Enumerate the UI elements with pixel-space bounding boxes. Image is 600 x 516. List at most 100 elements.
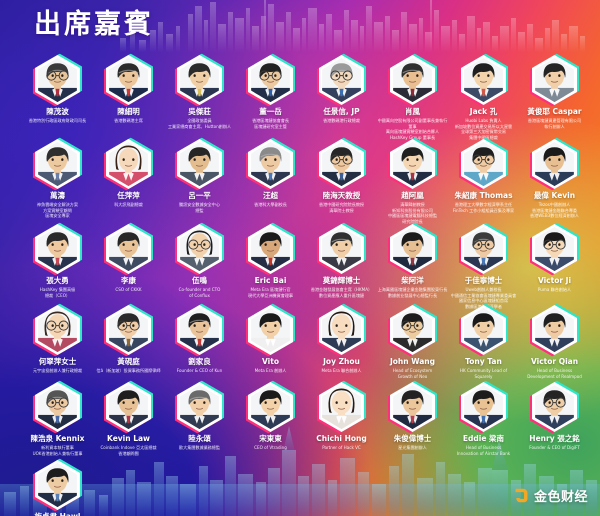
guest-card[interactable]: Victor Ji Puma 聯合創始人	[519, 222, 590, 310]
guest-card[interactable]: 黃俊耶 Caspar 香港區塊鏈資產管理有限公司 執行創辦人	[519, 53, 590, 141]
guest-title: 香港數碼港行政總裁	[323, 117, 360, 123]
guest-avatar	[529, 380, 580, 434]
guest-card[interactable]: 最偉 Kevin Tezos中國創辦人 香港區塊鏈金融聯合專委 香港WEB3數位經濟…	[519, 137, 590, 225]
guest-title: 香港科大學副校長	[254, 201, 287, 207]
guest-title: CEO of Vtrading	[254, 444, 287, 450]
guest-title: Head of Ecosystem Growth of Neo	[392, 367, 433, 379]
guest-card[interactable]: 汪超 香港科大學副校長	[235, 137, 306, 225]
guest-avatar	[316, 137, 367, 191]
guest-title: 香港中國研究院院長教授 清華院士教授	[318, 201, 365, 213]
guest-name: 陳細明	[117, 107, 140, 116]
guest-card[interactable]: 董一岳 香港區塊鏈協會會長 區塊鏈研究室主管	[235, 53, 306, 141]
guest-card[interactable]: 張大勇 HashKey 集團高級 總裁（CEO）	[22, 222, 93, 310]
guest-card[interactable]: 肖風 中國萬向控股有限公司副董事長兼執行董事 萬向區塊鏈實驗室創始合夥人 HashK…	[377, 53, 448, 141]
guest-title: Co-founder and CTO of Conflux	[178, 286, 221, 298]
guest-name: Victor Ji	[537, 276, 572, 285]
guest-name: Henry 張之銘	[529, 434, 580, 443]
guest-title: 元宇宙投創辦人兼行政總裁	[32, 367, 83, 373]
guest-avatar	[458, 137, 509, 191]
guest-title: 歐大集團數據業務總監	[179, 444, 220, 450]
guest-card[interactable]: 吳傑莊 全國政協委員 工業家總商會主席、Hutton創辦人	[164, 53, 235, 141]
guest-avatar	[32, 458, 83, 512]
guest-row: 萬濤 神魚雲端安全解決方案 方案實驗室顧問 區塊安全專家 任萍萍 科大訊飛副總裁	[0, 137, 600, 225]
guest-title: Founder & CEO of Kun	[176, 367, 223, 373]
guest-avatar	[174, 380, 225, 434]
guest-title: 上海萬國區塊鏈企業金融集團股東行長 數據創业發展中心總監行長	[377, 286, 448, 298]
guest-card[interactable]: Joy Zhou Meta Era 聯合創辦人	[306, 303, 377, 379]
guest-title: HK Community Lead of Squarely	[459, 367, 508, 379]
guest-title: 香港金融發展協會主席（HKMA） 數位資產應人重升區塊鏈	[310, 286, 373, 298]
guest-card[interactable]: 任景信, JP 香港數碼港行政總裁	[306, 53, 377, 141]
guest-avatar	[32, 303, 83, 357]
guest-avatar	[32, 53, 83, 107]
guest-avatar	[245, 380, 296, 434]
guest-card[interactable]: 李康 CSO of CKKK	[93, 222, 164, 310]
guest-card[interactable]: Eddie 梁南 Head of Business Innovation of A…	[448, 380, 519, 456]
guest-card[interactable]: Chichi Hong Partner of Hack VC	[306, 380, 377, 456]
guest-title: Tezos中國創辦人 香港區塊鏈金融聯合專委 香港WEB3數位經濟創辦人	[530, 201, 579, 219]
guest-card[interactable]: Vito Meta Era 創辦人	[235, 303, 306, 379]
guest-name: Jack 孔	[469, 107, 498, 116]
guest-card[interactable]: 陸海天教授 香港中國研究院院長教授 清華院士教授	[306, 137, 377, 225]
guest-title: Meta Era 區塊鏈行官 現代大學亞洲機資會理事	[247, 286, 294, 298]
guest-name: Chichi Hong	[316, 434, 367, 443]
guest-card[interactable]: 陳細明 香港數碼港主席	[93, 53, 164, 141]
guest-title: CSO of CKKK	[115, 286, 142, 292]
guest-avatar	[103, 303, 154, 357]
guest-name: 呂一平	[188, 191, 211, 200]
guest-name: 吳傑莊	[188, 107, 211, 116]
guest-card[interactable]: 萬濤 神魚雲端安全解決方案 方案實驗室顧問 區塊安全專家	[22, 137, 93, 225]
guest-card[interactable]: 朱紹康 Thomas 香港理工大學數字經濟學系主任 FinTech 工作小組組員召…	[448, 137, 519, 225]
guest-card[interactable]: Eric Bai Meta Era 區塊鏈行官 現代大學亞洲機資會理事	[235, 222, 306, 310]
guest-card[interactable]: 陳茂波 香港特別行政區政府財政司司長	[22, 53, 93, 141]
guest-card[interactable]: 陸永頌 歐大集團數據業務總監	[164, 380, 235, 456]
guest-avatar	[316, 303, 367, 357]
guest-card[interactable]: 朱俊偉博士 星光集團創辦人	[377, 380, 448, 456]
guest-card[interactable]: 伍鳴 Co-founder and CTO of Conflux	[164, 222, 235, 310]
guest-card[interactable]: Henry 張之銘 Founder & CEO of DigiFT	[519, 380, 590, 456]
guest-name: 柴阿洋	[401, 276, 424, 285]
guest-avatar	[245, 303, 296, 357]
guest-avatar	[458, 380, 509, 434]
guest-card[interactable]: 宋東東 CEO of Vtrading	[235, 380, 306, 456]
guest-card[interactable]: 于佳寧博士 Uweb創辦人兼校長 中國通信工業協會區塊鏈專業委員會 國家信息中心區塊…	[448, 222, 519, 310]
guest-title: Head of Business Development of Realmpod	[527, 367, 582, 379]
guest-card[interactable]: 呂一平 騰訊安全數據安全中心 總監	[164, 137, 235, 225]
guest-title: Meta Era 聯合創辦人	[321, 367, 362, 373]
guest-title: Head of Business Innovation of Airstar Ba…	[456, 444, 511, 456]
guest-card[interactable]: 黃硯庭 信â（新加坡）投資事務所國際律師	[93, 303, 164, 379]
guest-card[interactable]: 趙阿凰 清華歸創教授 新知科技股份有限公司 中國區區塊鏈電腦科技總監 研究院院長	[377, 137, 448, 225]
guest-card[interactable]: 柴阿洋 上海萬國區塊鏈企業金融集團股東行長 數據創业發展中心總監行長	[377, 222, 448, 310]
guest-card[interactable]: 任萍萍 科大訊飛副總裁	[93, 137, 164, 225]
guest-photo	[180, 58, 219, 102]
guest-avatar	[245, 222, 296, 276]
guest-card[interactable]: 陳浩泉 Kennix 新利資本執行董事 UOK香港創始人兼執行董事	[22, 380, 93, 456]
guest-title: Founder & CEO of DigiFT	[529, 444, 580, 450]
guest-title: 中國萬向控股有限公司副董事長兼執行董事 萬向區塊鏈實驗室創始合夥人 HashKey …	[377, 117, 448, 141]
page-title: 出席嘉賓	[34, 9, 154, 40]
guest-avatar	[387, 222, 438, 276]
guest-card[interactable]: 何翠萍女士 元宇宙投創辦人兼行政總裁	[22, 303, 93, 379]
guest-name: 陳浩泉 Kennix	[30, 434, 85, 443]
guest-card[interactable]: 莫錦輝博士 香港金融發展協會主席（HKMA） 數位資產應人重升區塊鏈	[306, 222, 377, 310]
guest-card[interactable]: Jack 孔 Huobi Labs 負責人 新加坡數位資產交易所以太星雲 全球第三大…	[448, 53, 519, 141]
guest-name: 最偉 Kevin	[533, 191, 576, 200]
guest-card[interactable]: Tony Tan HK Community Lead of Squarely	[448, 303, 519, 379]
guest-name: Eddie 梁南	[462, 434, 505, 443]
guest-card[interactable]: Victor Qian Head of Business Development …	[519, 303, 590, 379]
guest-name: 陸永頌	[188, 434, 211, 443]
guest-avatar	[174, 53, 225, 107]
guest-avatar	[103, 137, 154, 191]
jinse-finance-logo-icon	[515, 488, 528, 503]
guest-card[interactable]: 施卓君 Hawl 零識區塊（香港）有限公司	[22, 458, 93, 516]
guest-row: 張大勇 HashKey 集團高級 總裁（CEO） 李康 CSO of CKKK	[0, 222, 600, 310]
guest-card[interactable]: Kevin Law Coinbank Indove 亞太區總裁 香港顧問團	[93, 380, 164, 456]
brand-logo[interactable]: 金色财经	[513, 486, 588, 505]
guest-card[interactable]: 劉家良 Founder & CEO of Kun	[164, 303, 235, 379]
guest-avatar	[387, 53, 438, 107]
guest-avatar	[458, 303, 509, 357]
guest-name: 任景信, JP	[323, 107, 360, 116]
guest-avatar	[245, 137, 296, 191]
guest-card[interactable]: John Wang Head of Ecosystem Growth of Neo	[377, 303, 448, 379]
guest-title: 騰訊安全數據安全中心 總監	[179, 201, 220, 213]
